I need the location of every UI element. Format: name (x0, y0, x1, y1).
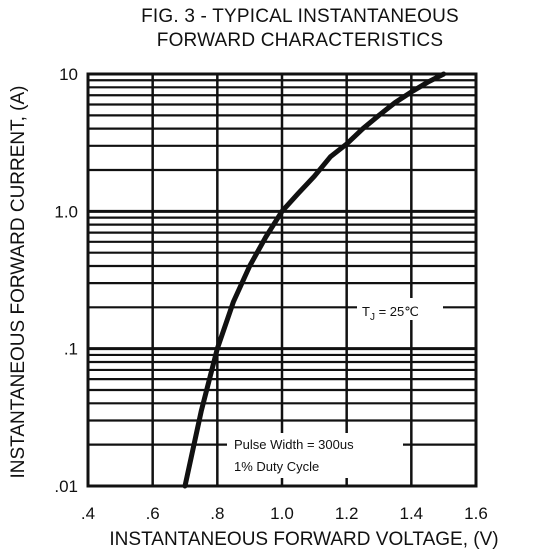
annotations: TJ = 25℃ Pulse Width = 300us 1% Duty Cycle (227, 298, 443, 478)
y-tick-label: .1 (64, 340, 78, 359)
y-tick-label: 10 (59, 65, 78, 84)
x-tick-label: 1.0 (270, 504, 294, 523)
x-axis-label: INSTANTANEOUS FORWARD VOLTAGE, (V) (109, 529, 498, 550)
y-tick-label: 1.0 (54, 202, 78, 221)
pulse-label-background (227, 433, 403, 478)
forward-characteristic-curve (182, 71, 447, 489)
x-tick-label: 1.2 (335, 504, 359, 523)
pulse-width-label: Pulse Width = 300us (234, 437, 354, 452)
chart-subtitle: FORWARD CHARACTERISTICS (156, 30, 444, 51)
x-tick-label: .4 (81, 504, 95, 523)
y-tick-labels: .01 .1 1.0 10 (54, 65, 78, 496)
grid (86, 74, 478, 488)
x-tick-label: .6 (146, 504, 160, 523)
duty-cycle-label: 1% Duty Cycle (234, 459, 319, 474)
plot-frame (86, 72, 478, 488)
x-tick-labels: .4 .6 .8 1.0 1.2 1.4 1.6 (81, 504, 488, 523)
y-tick-label: .01 (54, 477, 78, 496)
x-tick-label: 1.6 (464, 504, 488, 523)
tj-label: TJ = 25℃ (362, 304, 419, 323)
y-axis-label: INSTANTANEOUS FORWARD CURRENT, (A) (8, 85, 29, 478)
x-tick-label: 1.4 (400, 504, 424, 523)
x-tick-label: .8 (210, 504, 224, 523)
tj-label-background (357, 298, 443, 320)
chart-title: FIG. 3 - TYPICAL INSTANTANEOUS (141, 6, 459, 27)
